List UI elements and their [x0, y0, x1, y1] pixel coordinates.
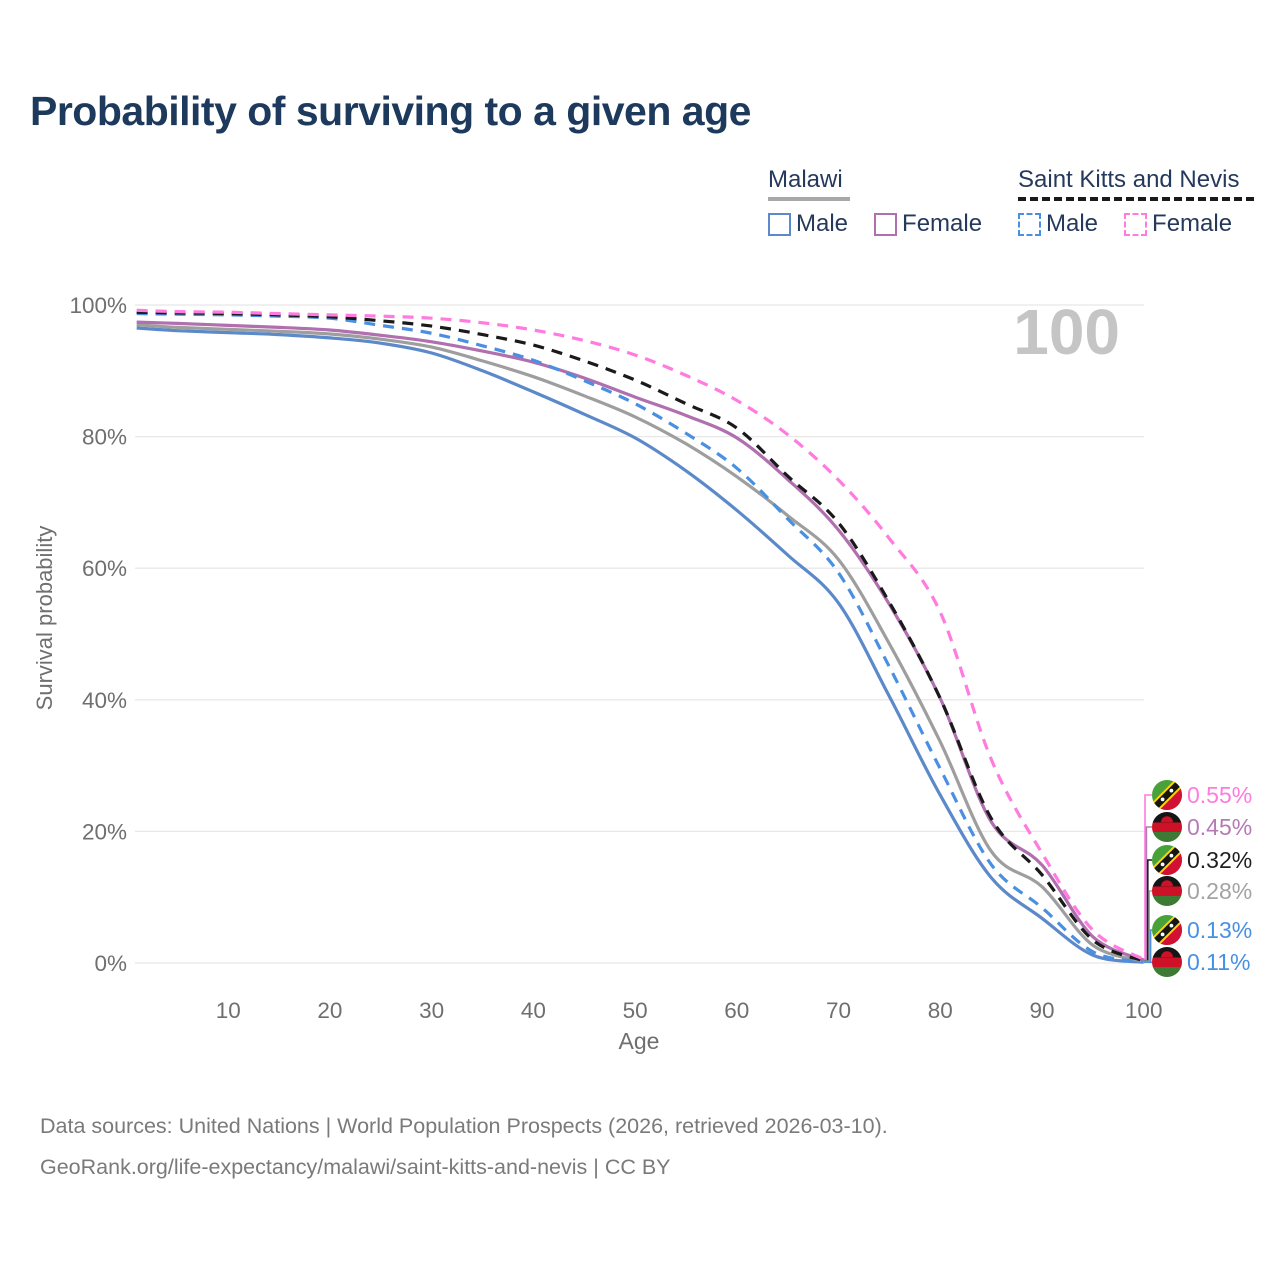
age-watermark: 100	[1013, 296, 1120, 368]
legend-underline-malawi	[768, 197, 850, 201]
flag-saint-kitts-and-nevis-icon	[1152, 915, 1182, 945]
flag-saint-kitts-and-nevis-icon	[1152, 780, 1182, 810]
x-tick-label: 20	[317, 998, 342, 1023]
x-tick-label: 40	[521, 998, 546, 1023]
y-tick-label: 20%	[82, 819, 127, 844]
x-tick-label: 80	[928, 998, 953, 1023]
leader-line	[1144, 890, 1152, 962]
end-label-row: 0.45%	[1152, 812, 1252, 842]
flag-saint-kitts-and-nevis-icon	[1152, 845, 1182, 875]
end-label-row: 0.55%	[1152, 780, 1252, 810]
flag-malawi-icon	[1152, 812, 1182, 842]
x-tick-label: 100	[1125, 998, 1163, 1023]
footer-data-sources: Data sources: United Nations | World Pop…	[40, 1114, 888, 1138]
x-tick-label: 50	[623, 998, 648, 1023]
end-label-value: 0.28%	[1187, 877, 1253, 904]
page-title: Probability of surviving to a given age	[30, 88, 751, 134]
end-label-row: 0.13%	[1152, 915, 1252, 945]
x-axis-title: Age	[618, 1028, 660, 1054]
end-label-value: 0.13%	[1187, 916, 1253, 943]
legend-item-skn-female[interactable]: Female	[1124, 210, 1232, 238]
x-tick-label: 70	[826, 998, 851, 1023]
flag-malawi-icon	[1152, 876, 1182, 906]
y-tick-label: 40%	[82, 688, 127, 713]
legend-country-malawi: Malawi	[768, 166, 843, 193]
malawi-female-swatch-icon	[874, 212, 898, 236]
gridlines-layer	[135, 304, 1144, 964]
flag-malawi-icon	[1152, 947, 1182, 977]
x-tick-label: 90	[1029, 998, 1054, 1023]
legend-underline-saint-kitts-and-nevis	[1018, 197, 1254, 201]
series-line-malawi-total	[136, 323, 1145, 963]
legend-item-label: Female	[902, 210, 983, 237]
legend-item-label: Female	[1152, 210, 1233, 237]
end-label-row: 0.11%	[1152, 947, 1251, 977]
axis-ticks-layer: 0% 20% 40% 60% 80% 100% 10 20 30 40 50 60 70 80 90 100	[69, 293, 1162, 1023]
series-line-saint-kitts-and-nevis-total	[136, 310, 1145, 963]
end-label-value: 0.45%	[1187, 813, 1253, 840]
end-label-row: 0.32%	[1152, 845, 1252, 875]
end-label-leader-lines	[1144, 794, 1153, 964]
end-label-row: 0.28%	[1152, 876, 1252, 906]
legend-country-saint-kitts-and-nevis: Saint Kitts and Nevis	[1018, 166, 1240, 193]
y-axis-title: Survival probability	[32, 525, 57, 711]
end-label-value: 0.32%	[1187, 846, 1253, 873]
series-line-malawi-female	[136, 320, 1145, 962]
legend-item-label: Male	[796, 210, 849, 237]
series-line-saint-kitts-and-nevis-female	[136, 308, 1145, 961]
y-tick-label: 0%	[94, 951, 127, 976]
legend-item-malawi-female[interactable]: Female	[874, 210, 982, 238]
footer: Data sources: United Nations | World Pop…	[40, 1106, 888, 1188]
legend-group-malawi: Malawi Male Female	[768, 166, 982, 238]
y-tick-label: 100%	[69, 293, 127, 318]
skn-male-swatch-icon	[1018, 212, 1041, 236]
legend-item-skn-male[interactable]: Male	[1018, 210, 1098, 238]
end-label-value: 0.55%	[1187, 781, 1253, 808]
x-tick-label: 60	[724, 998, 749, 1023]
legend-item-malawi-male[interactable]: Male	[768, 210, 848, 238]
series-line-saint-kitts-and-nevis-male	[136, 311, 1145, 964]
y-tick-label: 80%	[82, 425, 127, 450]
legend-item-label: Male	[1046, 210, 1099, 237]
x-tick-label: 10	[216, 998, 241, 1023]
malawi-male-swatch-icon	[768, 212, 791, 236]
footer-attribution: GeoRank.org/life-expectancy/malawi/saint…	[40, 1155, 671, 1179]
legend-group-saint-kitts-and-nevis: Saint Kitts and Nevis Male Female	[1018, 166, 1254, 238]
x-tick-label: 30	[419, 998, 444, 1023]
series-lines-layer	[136, 308, 1145, 964]
skn-female-swatch-icon	[1124, 212, 1148, 236]
series-line-malawi-male	[136, 326, 1144, 964]
leader-line	[1144, 826, 1152, 961]
y-tick-label: 60%	[82, 556, 127, 581]
end-label-value: 0.11%	[1187, 948, 1251, 975]
